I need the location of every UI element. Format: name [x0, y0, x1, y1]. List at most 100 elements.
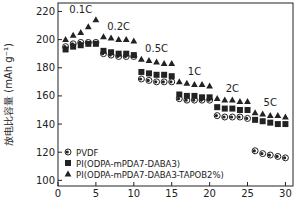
marker-fill — [184, 99, 187, 102]
marker-fill — [253, 149, 256, 152]
point — [168, 60, 175, 66]
point — [267, 120, 273, 126]
point — [237, 114, 243, 120]
point — [282, 121, 288, 127]
point — [237, 98, 244, 104]
point — [100, 48, 106, 54]
point — [130, 37, 137, 43]
y-tick-label: 140 — [36, 119, 55, 130]
y-tick-label: 200 — [36, 34, 55, 45]
marker-fill — [260, 152, 263, 155]
point — [252, 148, 258, 154]
legend-label: PI(ODPA-mPDA7-DABA3-TAPOB2%) — [76, 170, 224, 180]
y-tick — [58, 11, 62, 12]
point — [207, 94, 213, 100]
point — [176, 92, 182, 98]
point — [222, 106, 228, 112]
x-tick-label: 25 — [241, 188, 254, 199]
point — [206, 82, 213, 88]
point — [123, 51, 129, 57]
point — [161, 72, 167, 78]
point — [154, 72, 160, 78]
point — [131, 52, 137, 58]
point — [199, 94, 205, 100]
point — [161, 60, 168, 66]
point — [221, 97, 228, 103]
y-tick — [58, 67, 62, 68]
point — [282, 113, 289, 119]
point — [161, 79, 167, 85]
x-tick-label: 0 — [55, 188, 61, 199]
point — [245, 107, 251, 113]
y-tick — [58, 124, 62, 125]
point — [85, 23, 92, 29]
marker-fill — [245, 117, 248, 120]
point — [259, 111, 266, 117]
x-tick-label: 10 — [127, 188, 140, 199]
point — [245, 115, 251, 121]
annotation: 0.1C — [69, 4, 92, 15]
point — [214, 104, 220, 110]
point — [138, 56, 145, 62]
point — [100, 33, 107, 39]
y-tick-label: 180 — [36, 62, 55, 73]
annotation: 5C — [264, 97, 277, 108]
point — [146, 70, 152, 76]
point — [78, 42, 84, 48]
y-axis-label: 放电比容量 (mAh g⁻¹) — [3, 43, 14, 146]
legend-marker — [65, 160, 71, 166]
point — [229, 106, 235, 112]
legend-label: PI(ODPA-mPDA7-DABA3) — [76, 159, 180, 169]
x-tick — [247, 182, 248, 186]
y-tick-label: 220 — [36, 6, 55, 17]
marker-fill — [139, 77, 142, 80]
annotation: 1C — [188, 66, 201, 77]
legend: PVDFPI(ODPA-mPDA7-DABA3)PI(ODPA-mPDA7-DA… — [65, 148, 224, 180]
data-points — [62, 16, 289, 161]
point — [229, 114, 235, 120]
point — [70, 32, 77, 38]
annotation: 0.2C — [107, 21, 130, 32]
y-tick-label: 160 — [36, 90, 55, 101]
marker-fill — [147, 79, 150, 82]
marker-fill — [162, 80, 165, 83]
point — [222, 114, 228, 120]
x-tick-label: 5 — [93, 188, 99, 199]
x-tick — [58, 182, 59, 186]
point — [93, 41, 99, 47]
marker-fill — [238, 115, 241, 118]
x-tick — [133, 182, 134, 186]
point — [108, 35, 115, 41]
marker-fill — [154, 80, 157, 83]
point — [123, 36, 130, 42]
point — [244, 98, 251, 104]
marker-fill — [215, 114, 218, 117]
y-tick-label: 120 — [36, 147, 55, 158]
x-tick-label: 20 — [203, 188, 216, 199]
point — [275, 153, 281, 159]
point — [184, 93, 190, 99]
y-tick — [58, 152, 62, 153]
plot-frame — [58, 3, 293, 186]
point — [153, 59, 160, 65]
marker-fill — [177, 97, 180, 100]
marker-fill — [169, 80, 172, 83]
marker-fill — [222, 115, 225, 118]
point — [169, 79, 175, 85]
marker-fill — [268, 153, 271, 156]
point — [169, 73, 175, 79]
y-tick — [58, 95, 62, 96]
point — [146, 57, 153, 63]
point — [115, 36, 122, 42]
point — [146, 77, 152, 83]
point — [237, 107, 243, 113]
point — [267, 112, 274, 118]
point — [176, 78, 183, 84]
point — [267, 152, 273, 158]
point — [138, 69, 144, 75]
point — [199, 81, 206, 87]
point — [93, 16, 100, 22]
point — [85, 41, 91, 47]
point — [252, 117, 258, 123]
point — [282, 155, 288, 161]
